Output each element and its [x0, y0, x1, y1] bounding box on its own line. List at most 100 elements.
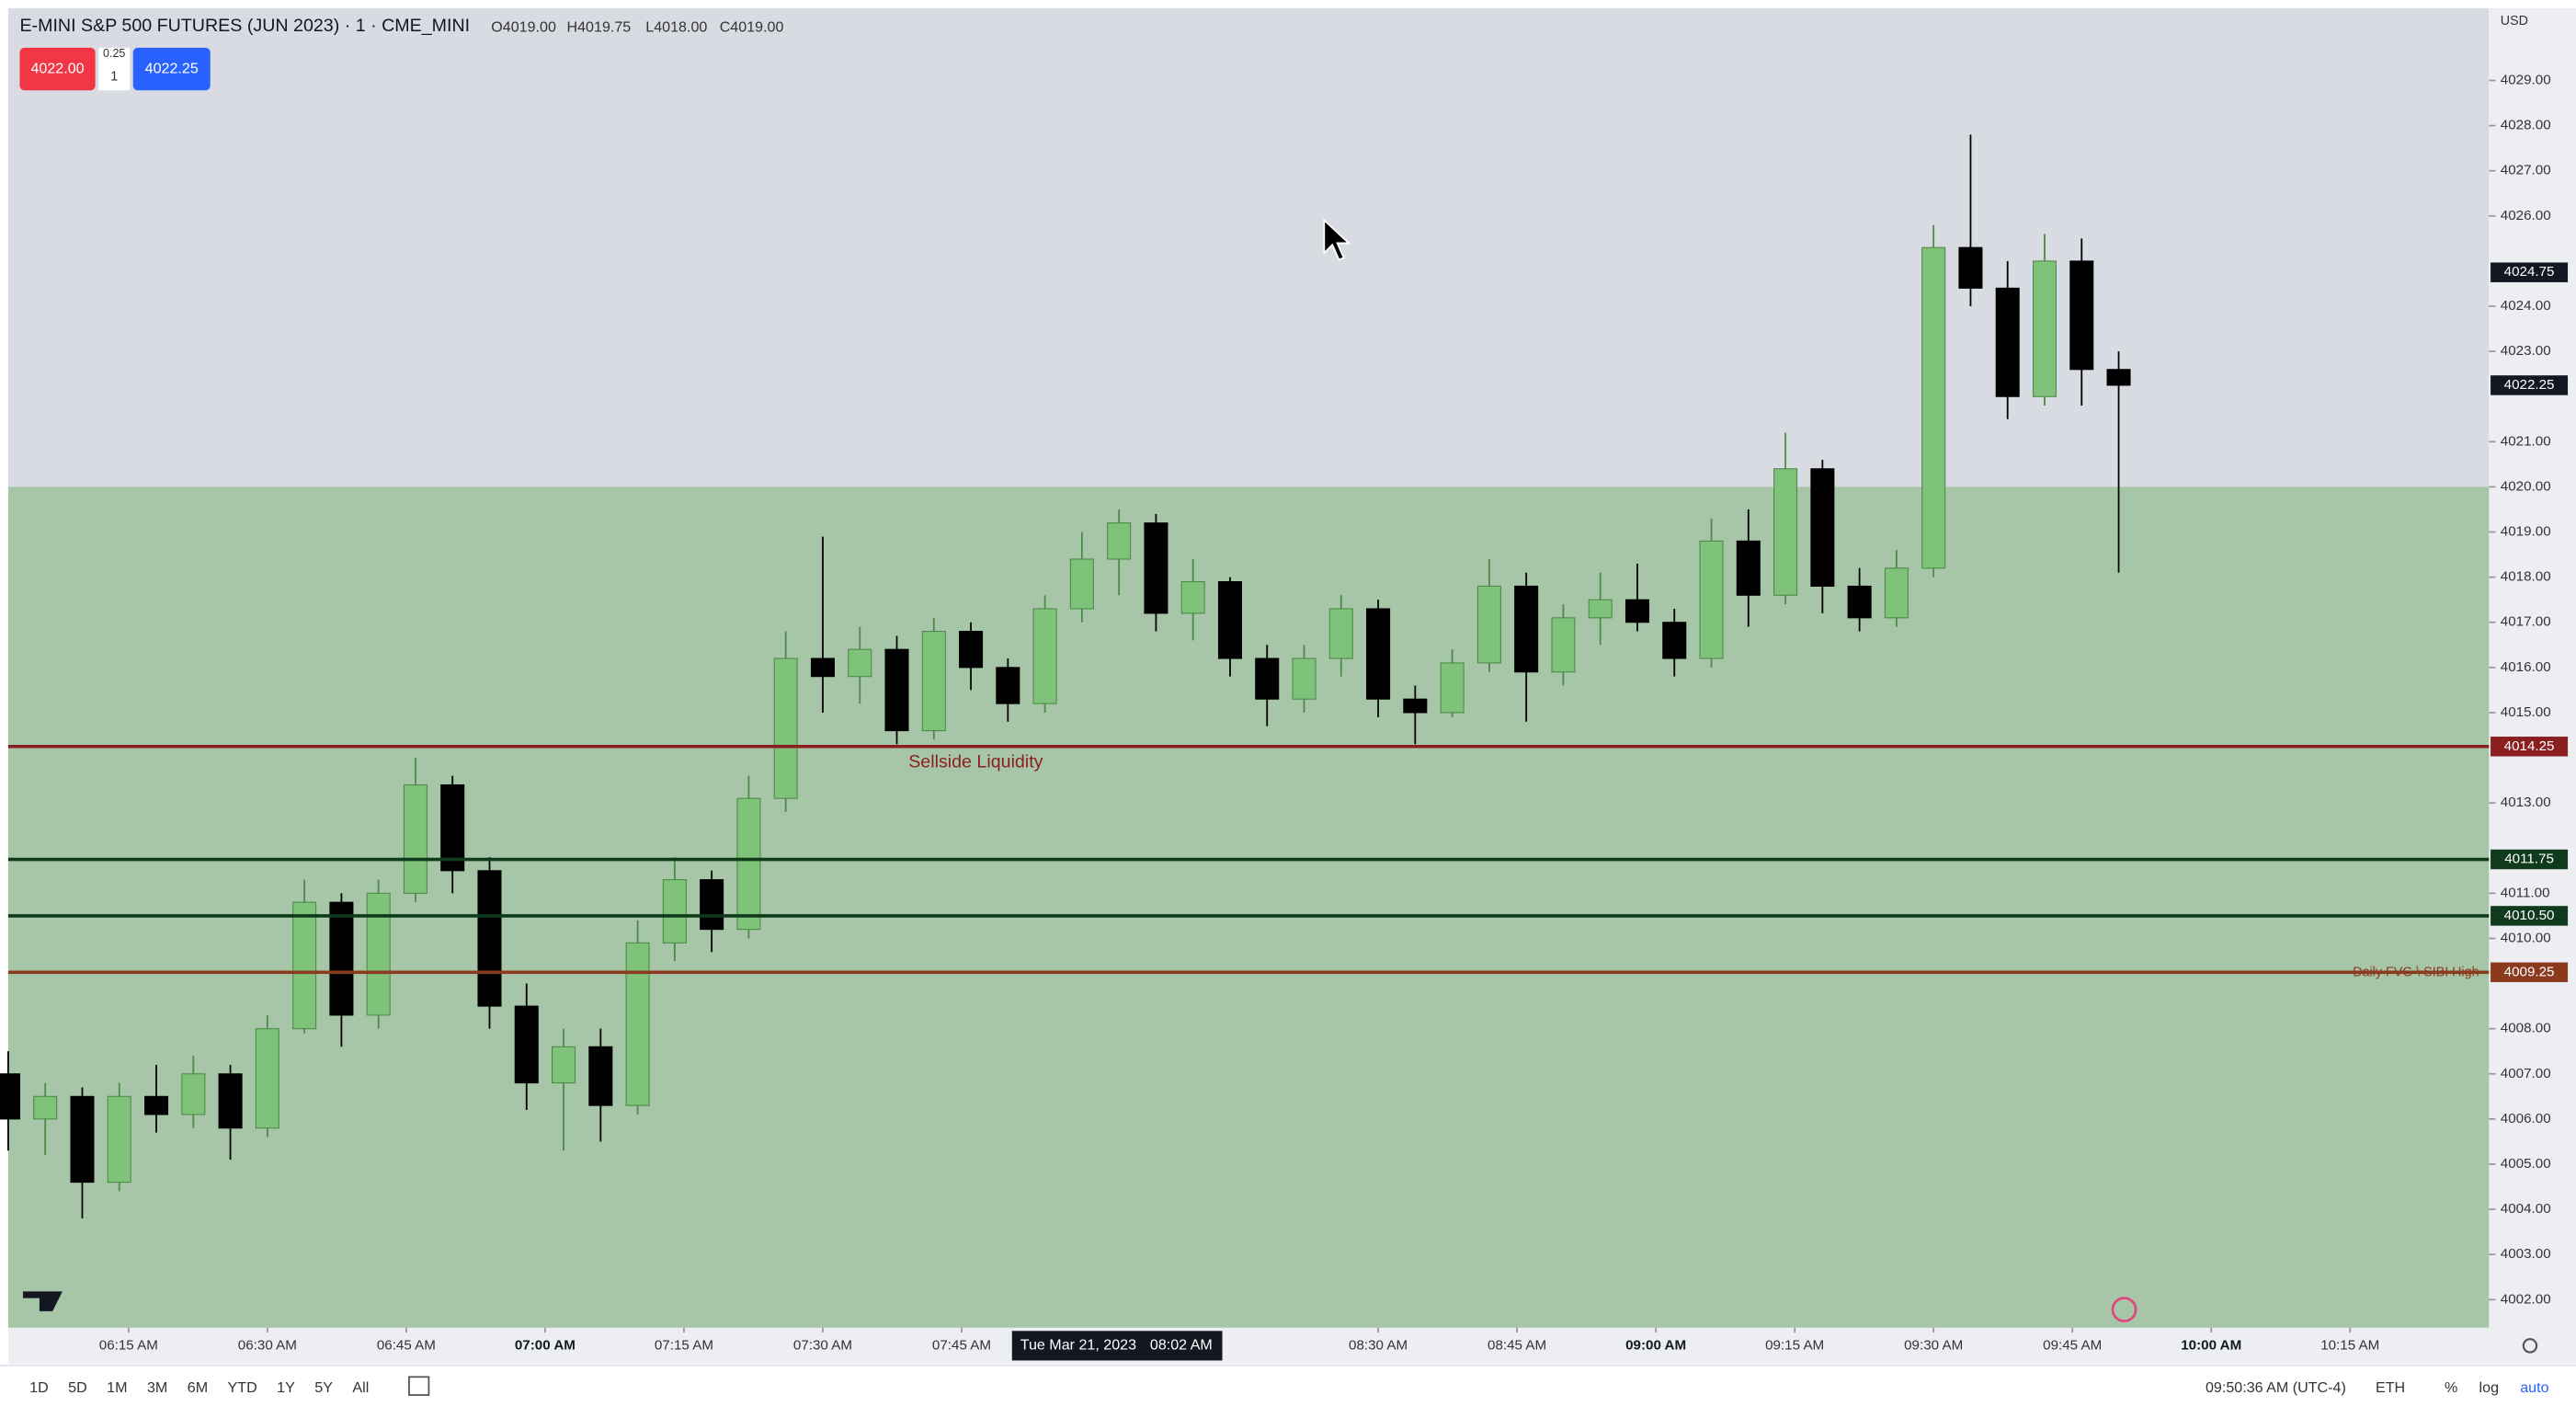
x-tick-label: 06:45 AM [377, 1337, 436, 1353]
x-tick-label: 07:45 AM [932, 1337, 991, 1353]
candle-body [1551, 617, 1576, 673]
candle-body [921, 631, 946, 732]
candle-body [1217, 581, 1242, 659]
tick-size: 0.25 [103, 47, 125, 60]
y-tick-label: 4017.00 [2501, 614, 2551, 630]
candle-body [848, 648, 872, 678]
candle-body [1810, 468, 1835, 587]
range-button[interactable]: 5D [68, 1379, 87, 1396]
crosshair-date: Tue Mar 21, 2023 [1020, 1337, 1136, 1354]
range-buttons: 1D 5D 1M 3M 6M YTD 1Y 5Y All [29, 1379, 369, 1396]
y-tick-label: 4018.00 [2501, 569, 2551, 585]
zone [7, 486, 2490, 1328]
x-tick-label: 09:30 AM [1904, 1337, 1963, 1353]
buy-button[interactable] [132, 47, 211, 91]
y-tick-label: 4016.00 [2501, 659, 2551, 675]
candle-body [1366, 608, 1391, 700]
date-range-icon[interactable] [408, 1376, 430, 1396]
y-tick-label: 4006.00 [2501, 1111, 2551, 1126]
price-tag-label: 4024.75 [2504, 264, 2555, 280]
range-button[interactable]: 1D [29, 1379, 49, 1396]
qty-box[interactable] [98, 47, 131, 91]
candle-body [1773, 468, 1798, 596]
crosshair-label [1011, 1331, 1223, 1361]
candle-body [440, 783, 465, 872]
range-button[interactable]: 1M [107, 1379, 127, 1396]
quantity[interactable]: 1 [110, 70, 118, 85]
currency[interactable]: USD [2501, 14, 2528, 29]
candle-body [736, 797, 761, 931]
candle-body [773, 658, 798, 799]
candle-body [366, 892, 391, 1016]
price-tag [2491, 375, 2569, 395]
candle-body [33, 1095, 58, 1120]
candle-body [1624, 599, 1650, 623]
candle-body [181, 1073, 206, 1115]
ohlc-close: C4019.00 [720, 19, 784, 36]
candle-body [996, 667, 1020, 704]
y-tick-label: 4024.00 [2501, 298, 2551, 314]
auto-toggle[interactable]: auto [2520, 1379, 2548, 1396]
percent-toggle[interactable]: % [2445, 1379, 2457, 1396]
level-annotation: Sellside Liquidity [908, 751, 1043, 772]
y-tick-label: 4008.00 [2501, 1021, 2551, 1036]
y-tick-label: 4013.00 [2501, 795, 2551, 810]
candle-body [0, 1073, 20, 1120]
x-tick-label: 07:30 AM [793, 1337, 852, 1353]
candle-body [1255, 658, 1280, 700]
y-tick-label: 4004.00 [2501, 1201, 2551, 1217]
candle-body [107, 1095, 131, 1184]
y-tick-label: 4010.00 [2501, 930, 2551, 945]
range-button[interactable]: 5Y [314, 1379, 333, 1396]
candle-body [1144, 522, 1168, 614]
plot [0, 134, 2490, 1328]
candle-body [884, 648, 909, 732]
candle-body [552, 1046, 576, 1084]
candle-body [1921, 246, 1946, 569]
x-tick-label: 07:00 AM [515, 1337, 576, 1353]
candle-body [662, 879, 687, 943]
candle-body [588, 1046, 613, 1106]
y-tick-label: 4002.00 [2501, 1291, 2551, 1307]
x-tick-label: 08:45 AM [1487, 1337, 1546, 1353]
x-tick-label: 06:15 AM [99, 1337, 158, 1353]
log-toggle[interactable]: log [2479, 1379, 2499, 1396]
candle-body [810, 658, 835, 678]
ohlc-open: O4019.00 [491, 19, 556, 36]
candle-body [1847, 585, 1872, 619]
sell-price[interactable]: 4022.00 [30, 60, 84, 76]
range-button[interactable]: 6M [188, 1379, 208, 1396]
range-button[interactable]: 1Y [277, 1379, 295, 1396]
candle-body [1699, 540, 1724, 659]
y-tick-label: 4007.00 [2501, 1066, 2551, 1081]
candle-body [514, 1005, 539, 1084]
price-axis [2489, 7, 2576, 1365]
level-tag-label: 4011.75 [2504, 852, 2554, 867]
range-button[interactable]: 3M [147, 1379, 167, 1396]
y-tick-label: 4005.00 [2501, 1156, 2551, 1172]
y-tick-label: 4026.00 [2501, 208, 2551, 223]
sell-button[interactable] [19, 47, 96, 91]
range-button[interactable]: All [352, 1379, 369, 1396]
ohlc-high: H4019.75 [567, 19, 632, 36]
y-tick-label: 4028.00 [2501, 118, 2551, 133]
candle-body [1476, 585, 1501, 664]
candle-body [2032, 260, 2057, 397]
x-tick-label: 07:15 AM [655, 1337, 713, 1353]
y-tick-label: 4020.00 [2501, 478, 2551, 494]
level-annotation: Daily FVG \ SIBI High [2353, 966, 2479, 980]
buy-price[interactable]: 4022.25 [145, 60, 199, 76]
y-tick-label: 4023.00 [2501, 343, 2551, 359]
x-tick-label: 08:30 AM [1349, 1337, 1408, 1353]
range-button[interactable]: YTD [228, 1379, 257, 1396]
y-tick-label: 4003.00 [2501, 1246, 2551, 1262]
y-tick-label: 4011.00 [2501, 885, 2550, 900]
settings-icon[interactable] [2522, 1338, 2538, 1354]
candle-body [1180, 581, 1205, 614]
session[interactable]: ETH [2376, 1379, 2405, 1396]
replay-icon[interactable] [2111, 1297, 2137, 1322]
cursor [1323, 218, 1351, 261]
candle-body [1032, 608, 1057, 704]
